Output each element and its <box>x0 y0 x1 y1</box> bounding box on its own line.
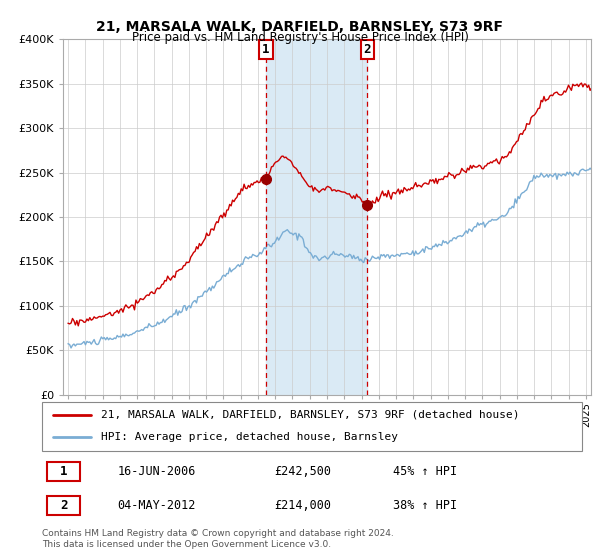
Bar <box>266 39 367 395</box>
Text: Contains HM Land Registry data © Crown copyright and database right 2024.
This d: Contains HM Land Registry data © Crown c… <box>42 529 394 549</box>
Text: 1: 1 <box>262 43 269 57</box>
Text: £214,000: £214,000 <box>274 499 331 512</box>
FancyBboxPatch shape <box>42 402 582 451</box>
Text: 2: 2 <box>60 499 67 512</box>
Text: 21, MARSALA WALK, DARFIELD, BARNSLEY, S73 9RF (detached house): 21, MARSALA WALK, DARFIELD, BARNSLEY, S7… <box>101 410 520 420</box>
FancyBboxPatch shape <box>47 496 80 515</box>
FancyBboxPatch shape <box>47 461 80 481</box>
Text: HPI: Average price, detached house, Barnsley: HPI: Average price, detached house, Barn… <box>101 432 398 442</box>
Text: 04-MAY-2012: 04-MAY-2012 <box>118 499 196 512</box>
Text: 38% ↑ HPI: 38% ↑ HPI <box>393 499 457 512</box>
Text: 21, MARSALA WALK, DARFIELD, BARNSLEY, S73 9RF: 21, MARSALA WALK, DARFIELD, BARNSLEY, S7… <box>97 20 503 34</box>
Text: Price paid vs. HM Land Registry's House Price Index (HPI): Price paid vs. HM Land Registry's House … <box>131 31 469 44</box>
Text: 1: 1 <box>60 465 67 478</box>
Text: 16-JUN-2006: 16-JUN-2006 <box>118 465 196 478</box>
Text: 45% ↑ HPI: 45% ↑ HPI <box>393 465 457 478</box>
Text: 2: 2 <box>364 43 371 57</box>
Text: £242,500: £242,500 <box>274 465 331 478</box>
